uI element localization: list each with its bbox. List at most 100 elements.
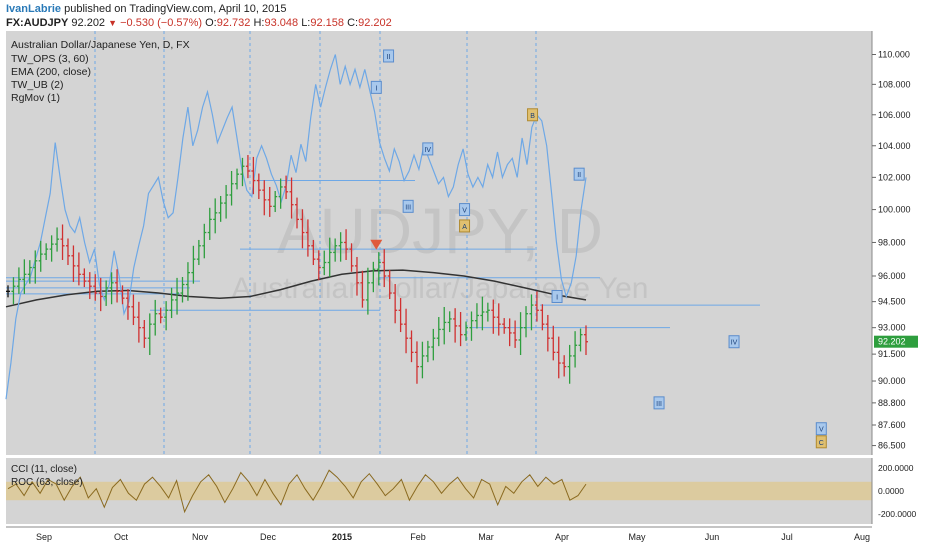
price-bar: [142, 319, 147, 348]
price-bar: [6, 285, 10, 298]
time-tick-label: Jul: [781, 532, 793, 542]
price-bar: [196, 239, 201, 266]
legend-item-rgmov[interactable]: RgMov (1): [11, 92, 61, 104]
price-change: −0.530 (−0.57%): [120, 17, 203, 29]
price-bar: [518, 312, 523, 356]
price-bar: [447, 311, 452, 333]
price-bar: [158, 307, 163, 324]
price-bar: [33, 250, 38, 284]
wave-label-8[interactable]: II: [573, 167, 585, 181]
price-bar: [431, 328, 436, 361]
price-bar: [76, 252, 81, 286]
price-bar: [191, 245, 196, 284]
price-bar: [507, 318, 512, 347]
wave-label-box: [402, 199, 414, 213]
oscillator-pane[interactable]: [6, 458, 872, 524]
price-bar: [534, 291, 539, 322]
price-bar: [398, 298, 403, 333]
price-bar: [71, 245, 76, 282]
chart-title: Australian Dollar/Japanese Yen, D, FX: [11, 39, 190, 51]
price-bar: [16, 267, 21, 294]
price-bar: [469, 311, 474, 341]
price-tick-label: 102.000: [878, 172, 911, 182]
price-bar: [551, 325, 556, 361]
main-pane[interactable]: [6, 31, 872, 455]
price-bar: [584, 325, 588, 356]
price-bar: [153, 299, 158, 336]
price-bar: [262, 180, 267, 216]
last-price-tag-label: 92.202: [878, 337, 906, 347]
price-bar: [333, 238, 338, 262]
time-tick-label: Sep: [36, 532, 52, 542]
price-bar: [502, 318, 507, 334]
price-bar: [556, 336, 561, 379]
price-tick-label: 100.000: [878, 205, 911, 215]
wave-label-2[interactable]: III: [402, 199, 414, 213]
high-label: H:: [253, 17, 265, 29]
time-axis[interactable]: Sep Oct Nov Dec 2015 Feb Mar Apr May Jun Jul Aug: [6, 526, 872, 542]
price-bar: [420, 341, 425, 379]
time-tick-label: Jun: [705, 532, 720, 542]
oscillator-band: [6, 481, 872, 501]
wave-label-11[interactable]: V: [815, 422, 827, 436]
wave-label-1[interactable]: II: [383, 49, 395, 63]
price-bar: [278, 178, 283, 209]
publish-text: published on TradingView.com, April 10, …: [61, 3, 287, 15]
oscillator-axis[interactable]: 200.0000 0.0000 -200.0000: [871, 458, 917, 524]
price-tick-label: 91.500: [878, 349, 906, 359]
price-bar: [202, 223, 207, 259]
high-value: 93.048: [264, 17, 299, 29]
price-bar: [458, 311, 463, 347]
wave-label-3[interactable]: IV: [422, 142, 434, 156]
price-bar: [229, 170, 234, 206]
wave-label-4[interactable]: V: [459, 203, 471, 217]
wave-label-10[interactable]: IV: [728, 335, 740, 349]
price-bar: [382, 249, 387, 288]
ema200-path: [5, 269, 587, 308]
price-bar: [409, 330, 414, 363]
price-bar: [82, 268, 87, 288]
legend-item-ops[interactable]: TW_OPS (3, 60): [11, 53, 89, 65]
price-bar: [49, 235, 54, 262]
open-label: O:: [205, 17, 217, 29]
legend-item-ema[interactable]: EMA (200, close): [11, 66, 91, 78]
price-bar: [164, 301, 169, 331]
wave-label-5[interactable]: A: [459, 219, 471, 233]
wave-label-12[interactable]: C: [815, 435, 827, 449]
close-label: C:: [347, 17, 359, 29]
price-bar: [38, 240, 43, 272]
down-arrow-marker: [370, 239, 383, 250]
price-bar: [180, 277, 185, 303]
ema-line: [5, 269, 587, 308]
price-bar: [496, 303, 501, 336]
price-bar: [235, 168, 240, 190]
quote-line: FX:AUDJPY 92.202 ▼ −0.530 (−0.57%) O:92.…: [6, 17, 392, 29]
wave-label-box: [370, 80, 382, 94]
price-bar: [436, 317, 441, 347]
osc-tick-label: 0.0000: [878, 486, 904, 496]
wave-label-0[interactable]: I: [370, 80, 382, 94]
wave-label-box: [527, 108, 539, 122]
price-bar: [567, 344, 572, 384]
wave-label-6[interactable]: B: [527, 108, 539, 122]
legend-item-ub[interactable]: TW_UB (2): [11, 79, 64, 91]
price-bar: [295, 197, 299, 229]
price-bar: [354, 256, 359, 296]
legend-item-cci[interactable]: CCI (11, close): [11, 464, 77, 475]
wave-label-text: IV: [731, 340, 738, 347]
wave-label-7[interactable]: I: [551, 289, 563, 303]
price-tick-label: 104.000: [878, 141, 911, 151]
price-bar: [207, 207, 212, 240]
wave-label-text: III: [405, 204, 411, 211]
symbol-label[interactable]: FX:AUDJPY: [6, 17, 69, 29]
legend-item-roc[interactable]: ROC (63, close): [11, 477, 83, 488]
price-axis[interactable]: 110.000 108.000 106.000 104.000 102.000 100.0…: [871, 31, 918, 455]
price-bar: [540, 304, 545, 331]
time-tick-label: 2015: [332, 532, 352, 542]
wave-label-text: III: [656, 401, 662, 408]
price-bar: [136, 301, 141, 343]
chart-header: IvanLabrie published on TradingView.com,…: [0, 0, 932, 30]
author-name[interactable]: IvanLabrie: [6, 3, 62, 15]
wave-label-9[interactable]: III: [653, 396, 665, 410]
